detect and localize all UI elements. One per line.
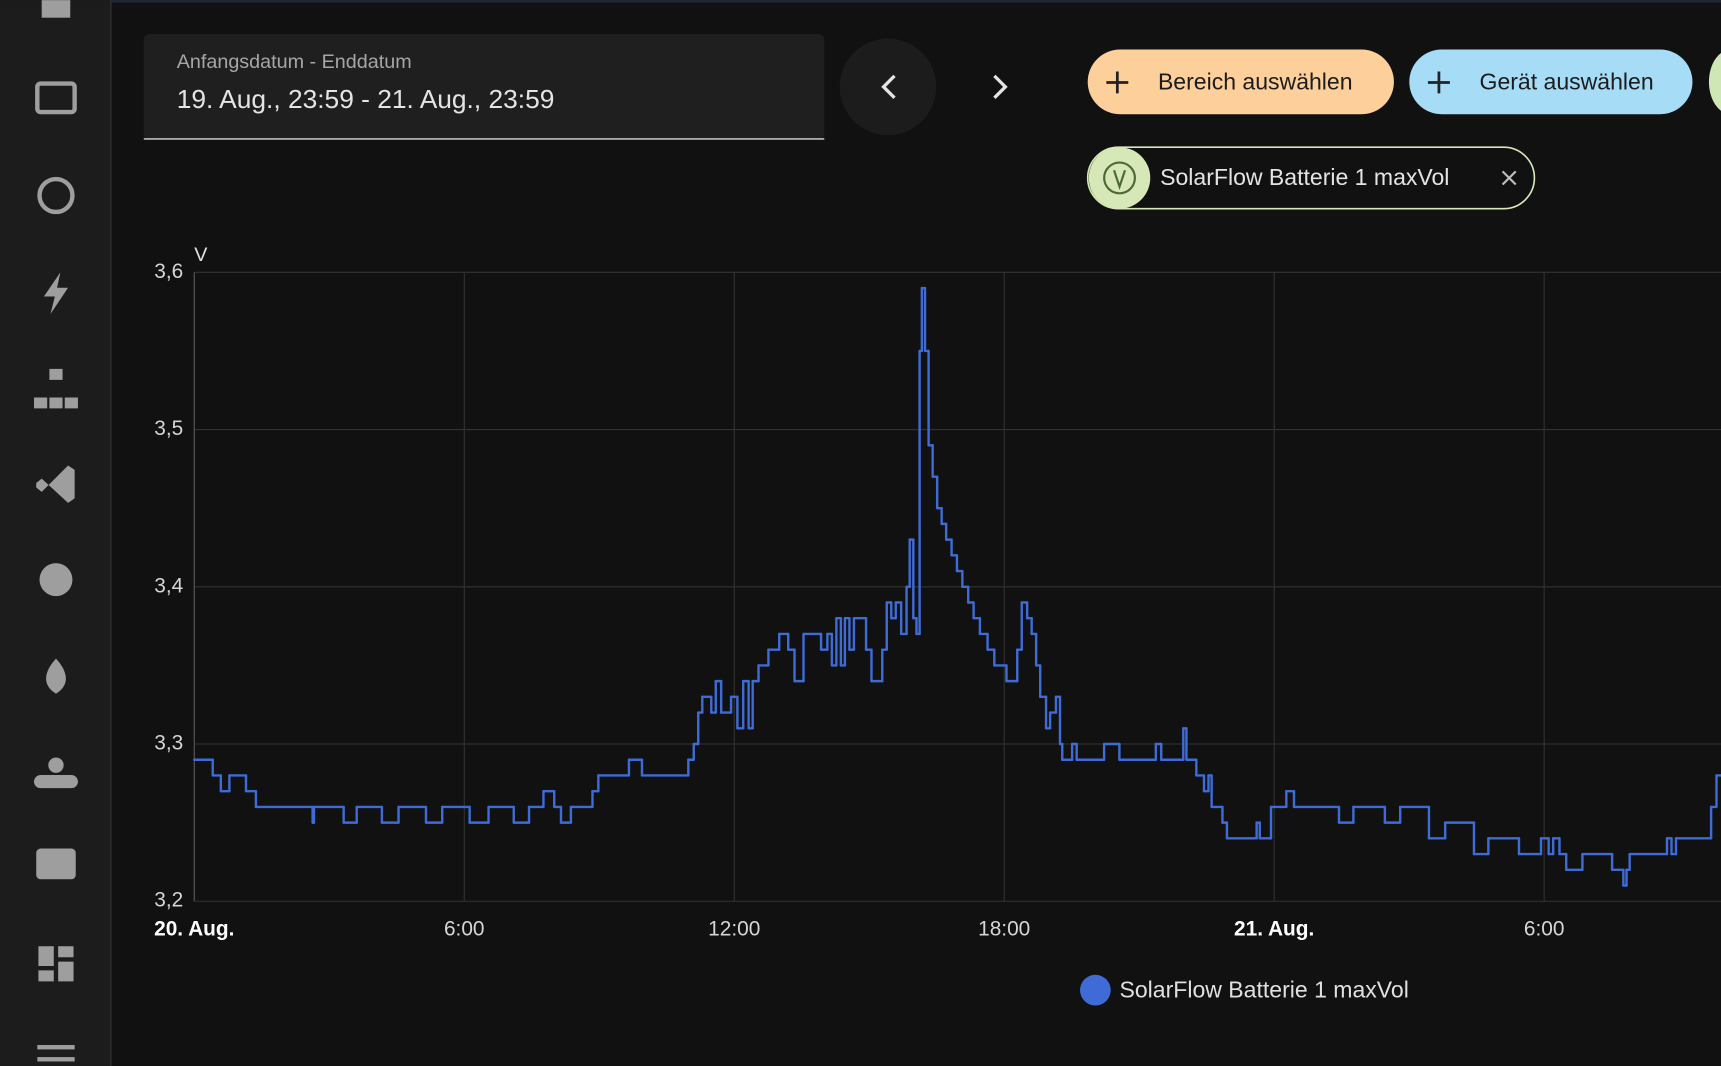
sidebar-icons — [34, 0, 78, 1062]
nav-icon[interactable] — [36, 465, 75, 503]
x-tick-label: 6:00 — [1524, 917, 1565, 940]
chart: V 3,2 3,3 3,4 3,5 3,6 20. Aug. 6:00 12:00 18:00 2… — [154, 244, 1721, 1006]
chip-remove[interactable] — [1501, 170, 1517, 186]
nav-icon[interactable] — [38, 946, 74, 982]
date-picker[interactable]: Anfangsdatum - Enddatum 19. Aug., 23:59 … — [143, 34, 825, 140]
date-label: Anfangsdatum - Enddatum — [177, 51, 412, 73]
next-button[interactable] — [993, 74, 1008, 99]
nav-icon[interactable] — [41, 0, 71, 18]
entity-button[interactable] — [1708, 50, 1721, 115]
nav-icon[interactable] — [37, 1045, 75, 1050]
x-tick-label: 6:00 — [444, 917, 485, 940]
chip-bg[interactable] — [1086, 146, 1536, 210]
nav-icon[interactable] — [48, 757, 64, 773]
chip-icon-v — [1112, 169, 1127, 191]
sidebar — [0, 0, 111, 1066]
chip-icon — [1103, 161, 1136, 195]
chip-label: SolarFlow Batterie 1 maxVol — [1160, 164, 1449, 190]
date-field[interactable] — [143, 34, 825, 140]
x-tick-label: 21. Aug. — [1234, 917, 1314, 940]
nav-icon[interactable] — [39, 563, 73, 597]
area-button[interactable]: Bereich auswählen — [1087, 49, 1394, 115]
device-button-label[interactable]: Gerät auswählen — [1480, 69, 1654, 95]
entity-chip[interactable]: SolarFlow Batterie 1 maxVol — [1086, 146, 1536, 210]
prev-icon — [881, 74, 896, 99]
nav-icon[interactable] — [36, 848, 76, 880]
legend-swatch — [1080, 974, 1111, 1006]
chip-avatar — [1088, 147, 1151, 209]
y-tick-label: 3,5 — [154, 417, 183, 440]
area-button-bg[interactable] — [1087, 49, 1394, 115]
device-button[interactable]: Gerät auswählen — [1409, 49, 1693, 115]
nav-icon[interactable] — [35, 81, 77, 115]
x-tick-label: 20. Aug. — [154, 917, 234, 940]
nav-icon[interactable] — [46, 658, 66, 694]
area-button-label[interactable]: Bereich auswählen — [1158, 69, 1353, 95]
y-unit: V — [194, 244, 208, 266]
nav-icon[interactable] — [34, 775, 78, 789]
nav-icon[interactable] — [34, 368, 78, 409]
nav-icon[interactable] — [37, 1057, 75, 1062]
x-tick-label: 12:00 — [708, 917, 760, 940]
legend-label: SolarFlow Batterie 1 maxVol — [1120, 976, 1409, 1002]
plus-icon — [1427, 71, 1450, 94]
x-tick-label: 18:00 — [978, 917, 1030, 940]
prev-button[interactable] — [839, 38, 937, 136]
y-tick-label: 3,6 — [154, 260, 183, 283]
date-range: 19. Aug., 23:59 - 21. Aug., 23:59 — [177, 84, 555, 114]
nav-icon[interactable] — [37, 176, 75, 215]
nav-icon[interactable] — [43, 272, 69, 315]
device-button-bg[interactable] — [1409, 49, 1693, 115]
y-tick-label: 3,2 — [154, 889, 183, 912]
plus-icon — [1106, 71, 1129, 94]
y-tick-label: 3,3 — [154, 732, 183, 755]
y-tick-label: 3,4 — [154, 574, 183, 597]
